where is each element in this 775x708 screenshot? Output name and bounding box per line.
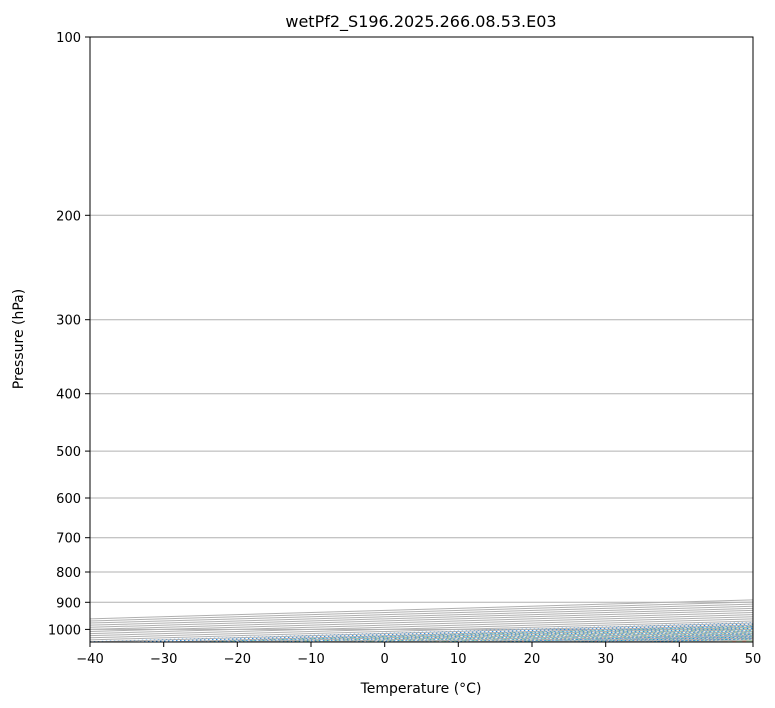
y-tick-label-2: 300 [56,314,81,329]
x-tick-label-6: 20 [524,652,541,667]
isobar-lines [90,37,753,630]
y-axis-ticks: 100 200 300 400 500 600 700 800 900 1000 [48,31,90,638]
y-tick-label-1: 200 [56,209,81,224]
y-tick-label-6: 700 [56,532,81,547]
x-tick-label-7: 30 [597,652,614,667]
x-tick-label-1: −30 [150,652,177,667]
y-tick-label-0: 100 [56,31,81,46]
y-axis-title: Pressure (hPa) [11,289,27,389]
plot-background [90,37,753,642]
y-tick-label-9: 1000 [48,623,81,638]
x-tick-label-9: 50 [745,652,762,667]
x-tick-label-4: 0 [381,652,389,667]
x-axis-title: Temperature (°C) [360,681,482,697]
x-tick-label-8: 40 [671,652,688,667]
y-tick-label-4: 500 [56,445,81,460]
x-axis-ticks: −40 −30 −20 −10 0 10 20 30 40 50 [76,642,761,667]
y-tick-label-7: 800 [56,566,81,581]
y-tick-label-8: 900 [56,596,81,611]
x-tick-label-0: −40 [76,652,103,667]
y-tick-label-3: 400 [56,388,81,403]
chart-title: wetPf2_S196.2025.266.08.53.E03 [285,12,556,32]
x-tick-label-3: −10 [297,652,324,667]
x-tick-label-5: 10 [450,652,467,667]
plot-frame [89,36,754,643]
x-tick-label-2: −20 [224,652,251,667]
y-tick-label-5: 600 [56,492,81,507]
plot-area: -100-90-80-70-60-50-40-30-20-100.10.20.4… [89,36,754,643]
